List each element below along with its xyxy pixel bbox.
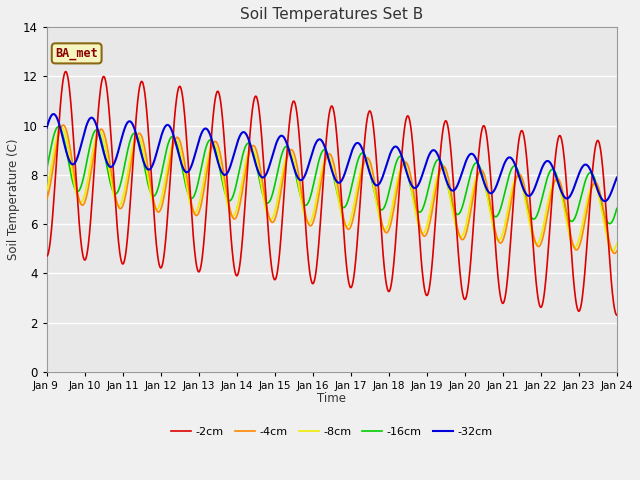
- -4cm: [60, 122, 67, 128]
- -4cm: [234, 211, 241, 216]
- Line: -4cm: -4cm: [47, 125, 617, 253]
- -32cm: [546, 159, 554, 165]
- Text: BA_met: BA_met: [55, 47, 98, 60]
- -32cm: [156, 137, 164, 143]
- -32cm: [601, 198, 609, 204]
- -16cm: [234, 175, 241, 181]
- -4cm: [546, 201, 554, 206]
- -2cm: [495, 285, 503, 290]
- -8cm: [495, 238, 503, 243]
- Title: Soil Temperatures Set B: Soil Temperatures Set B: [240, 7, 424, 22]
- -32cm: [234, 139, 241, 144]
- -8cm: [421, 229, 429, 235]
- -2cm: [156, 264, 164, 270]
- -8cm: [234, 202, 241, 208]
- -16cm: [606, 221, 614, 227]
- -4cm: [156, 208, 164, 214]
- -8cm: [546, 192, 554, 198]
- -2cm: [546, 230, 554, 236]
- -8cm: [58, 124, 65, 130]
- -4cm: [495, 240, 503, 245]
- -32cm: [421, 165, 429, 170]
- -4cm: [611, 251, 618, 256]
- -32cm: [43, 125, 51, 131]
- -8cm: [43, 188, 51, 194]
- -16cm: [613, 205, 621, 211]
- -8cm: [170, 138, 178, 144]
- -4cm: [43, 196, 51, 202]
- -16cm: [421, 201, 429, 206]
- -16cm: [43, 167, 51, 172]
- Line: -16cm: -16cm: [47, 127, 617, 224]
- -16cm: [170, 134, 178, 140]
- -2cm: [170, 122, 178, 128]
- -2cm: [613, 312, 621, 318]
- -32cm: [170, 134, 178, 140]
- X-axis label: Time: Time: [317, 392, 346, 405]
- -32cm: [613, 175, 621, 180]
- Legend: -2cm, -4cm, -8cm, -16cm, -32cm: -2cm, -4cm, -8cm, -16cm, -32cm: [167, 422, 497, 441]
- Y-axis label: Soil Temperature (C): Soil Temperature (C): [7, 139, 20, 260]
- -2cm: [421, 287, 429, 293]
- -8cm: [613, 241, 621, 247]
- -16cm: [546, 169, 554, 175]
- Line: -8cm: -8cm: [47, 127, 617, 251]
- -8cm: [609, 248, 617, 254]
- Line: -32cm: -32cm: [47, 114, 617, 201]
- -4cm: [421, 233, 429, 239]
- -4cm: [613, 248, 621, 254]
- -8cm: [156, 201, 164, 207]
- -32cm: [495, 176, 503, 181]
- -2cm: [43, 253, 51, 259]
- -2cm: [62, 69, 70, 74]
- -16cm: [156, 178, 164, 183]
- Line: -2cm: -2cm: [47, 72, 617, 315]
- -4cm: [170, 140, 178, 146]
- -2cm: [234, 272, 241, 278]
- -16cm: [54, 124, 62, 130]
- -16cm: [495, 210, 503, 216]
- -32cm: [50, 111, 58, 117]
